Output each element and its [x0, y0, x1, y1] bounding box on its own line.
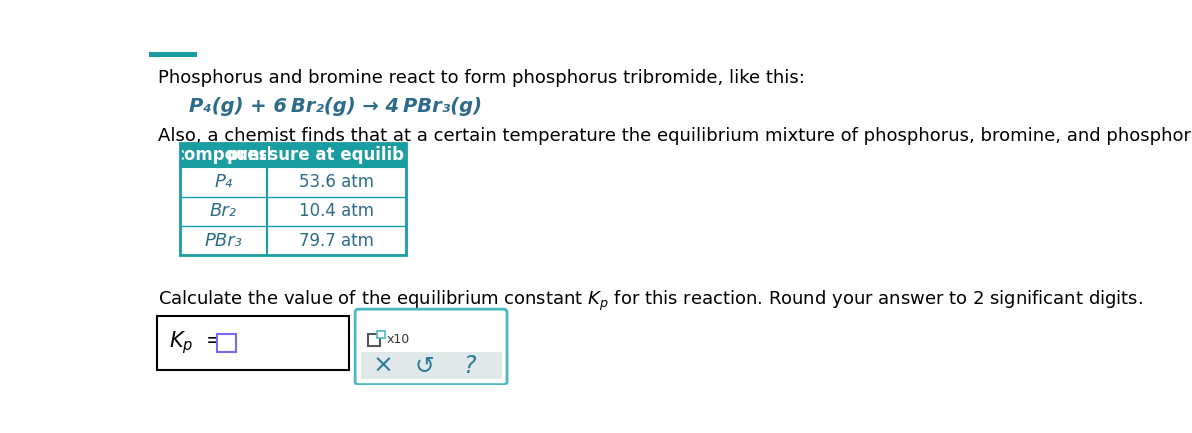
Text: Also, a chemist finds that at a certain temperature the equilibrium mixture of p: Also, a chemist finds that at a certain …: [159, 127, 1192, 145]
FancyBboxPatch shape: [367, 334, 380, 346]
FancyBboxPatch shape: [355, 309, 507, 385]
Text: ×: ×: [373, 354, 393, 378]
Text: x10: x10: [386, 333, 409, 346]
FancyBboxPatch shape: [180, 143, 406, 168]
FancyBboxPatch shape: [157, 316, 349, 370]
Text: 10.4 atm: 10.4 atm: [299, 202, 374, 220]
Text: 79.7 atm: 79.7 atm: [299, 232, 374, 249]
FancyBboxPatch shape: [180, 197, 406, 226]
FancyBboxPatch shape: [360, 352, 502, 379]
Text: Br₂: Br₂: [210, 202, 237, 220]
FancyBboxPatch shape: [217, 334, 236, 352]
Text: compound: compound: [175, 146, 272, 164]
FancyBboxPatch shape: [149, 52, 197, 57]
Text: pressure at equilibrium: pressure at equilibrium: [226, 146, 447, 164]
Text: PBr₃: PBr₃: [205, 232, 242, 249]
Text: P₄: P₄: [215, 173, 232, 191]
Text: $K_p$  =: $K_p$ =: [169, 330, 223, 356]
FancyBboxPatch shape: [180, 168, 406, 197]
Text: ↺: ↺: [415, 354, 434, 378]
Text: Calculate the value of the equilibrium constant $K_p$ for this reaction. Round y: Calculate the value of the equilibrium c…: [159, 289, 1143, 313]
FancyBboxPatch shape: [180, 226, 406, 255]
Text: P₄(g) + 6 Br₂(g) → 4 PBr₃(g): P₄(g) + 6 Br₂(g) → 4 PBr₃(g): [190, 97, 483, 116]
FancyBboxPatch shape: [377, 331, 385, 339]
Text: ?: ?: [462, 354, 476, 378]
Text: Phosphorus and bromine react to form phosphorus tribromide, like this:: Phosphorus and bromine react to form pho…: [159, 69, 805, 87]
Text: 53.6 atm: 53.6 atm: [299, 173, 374, 191]
